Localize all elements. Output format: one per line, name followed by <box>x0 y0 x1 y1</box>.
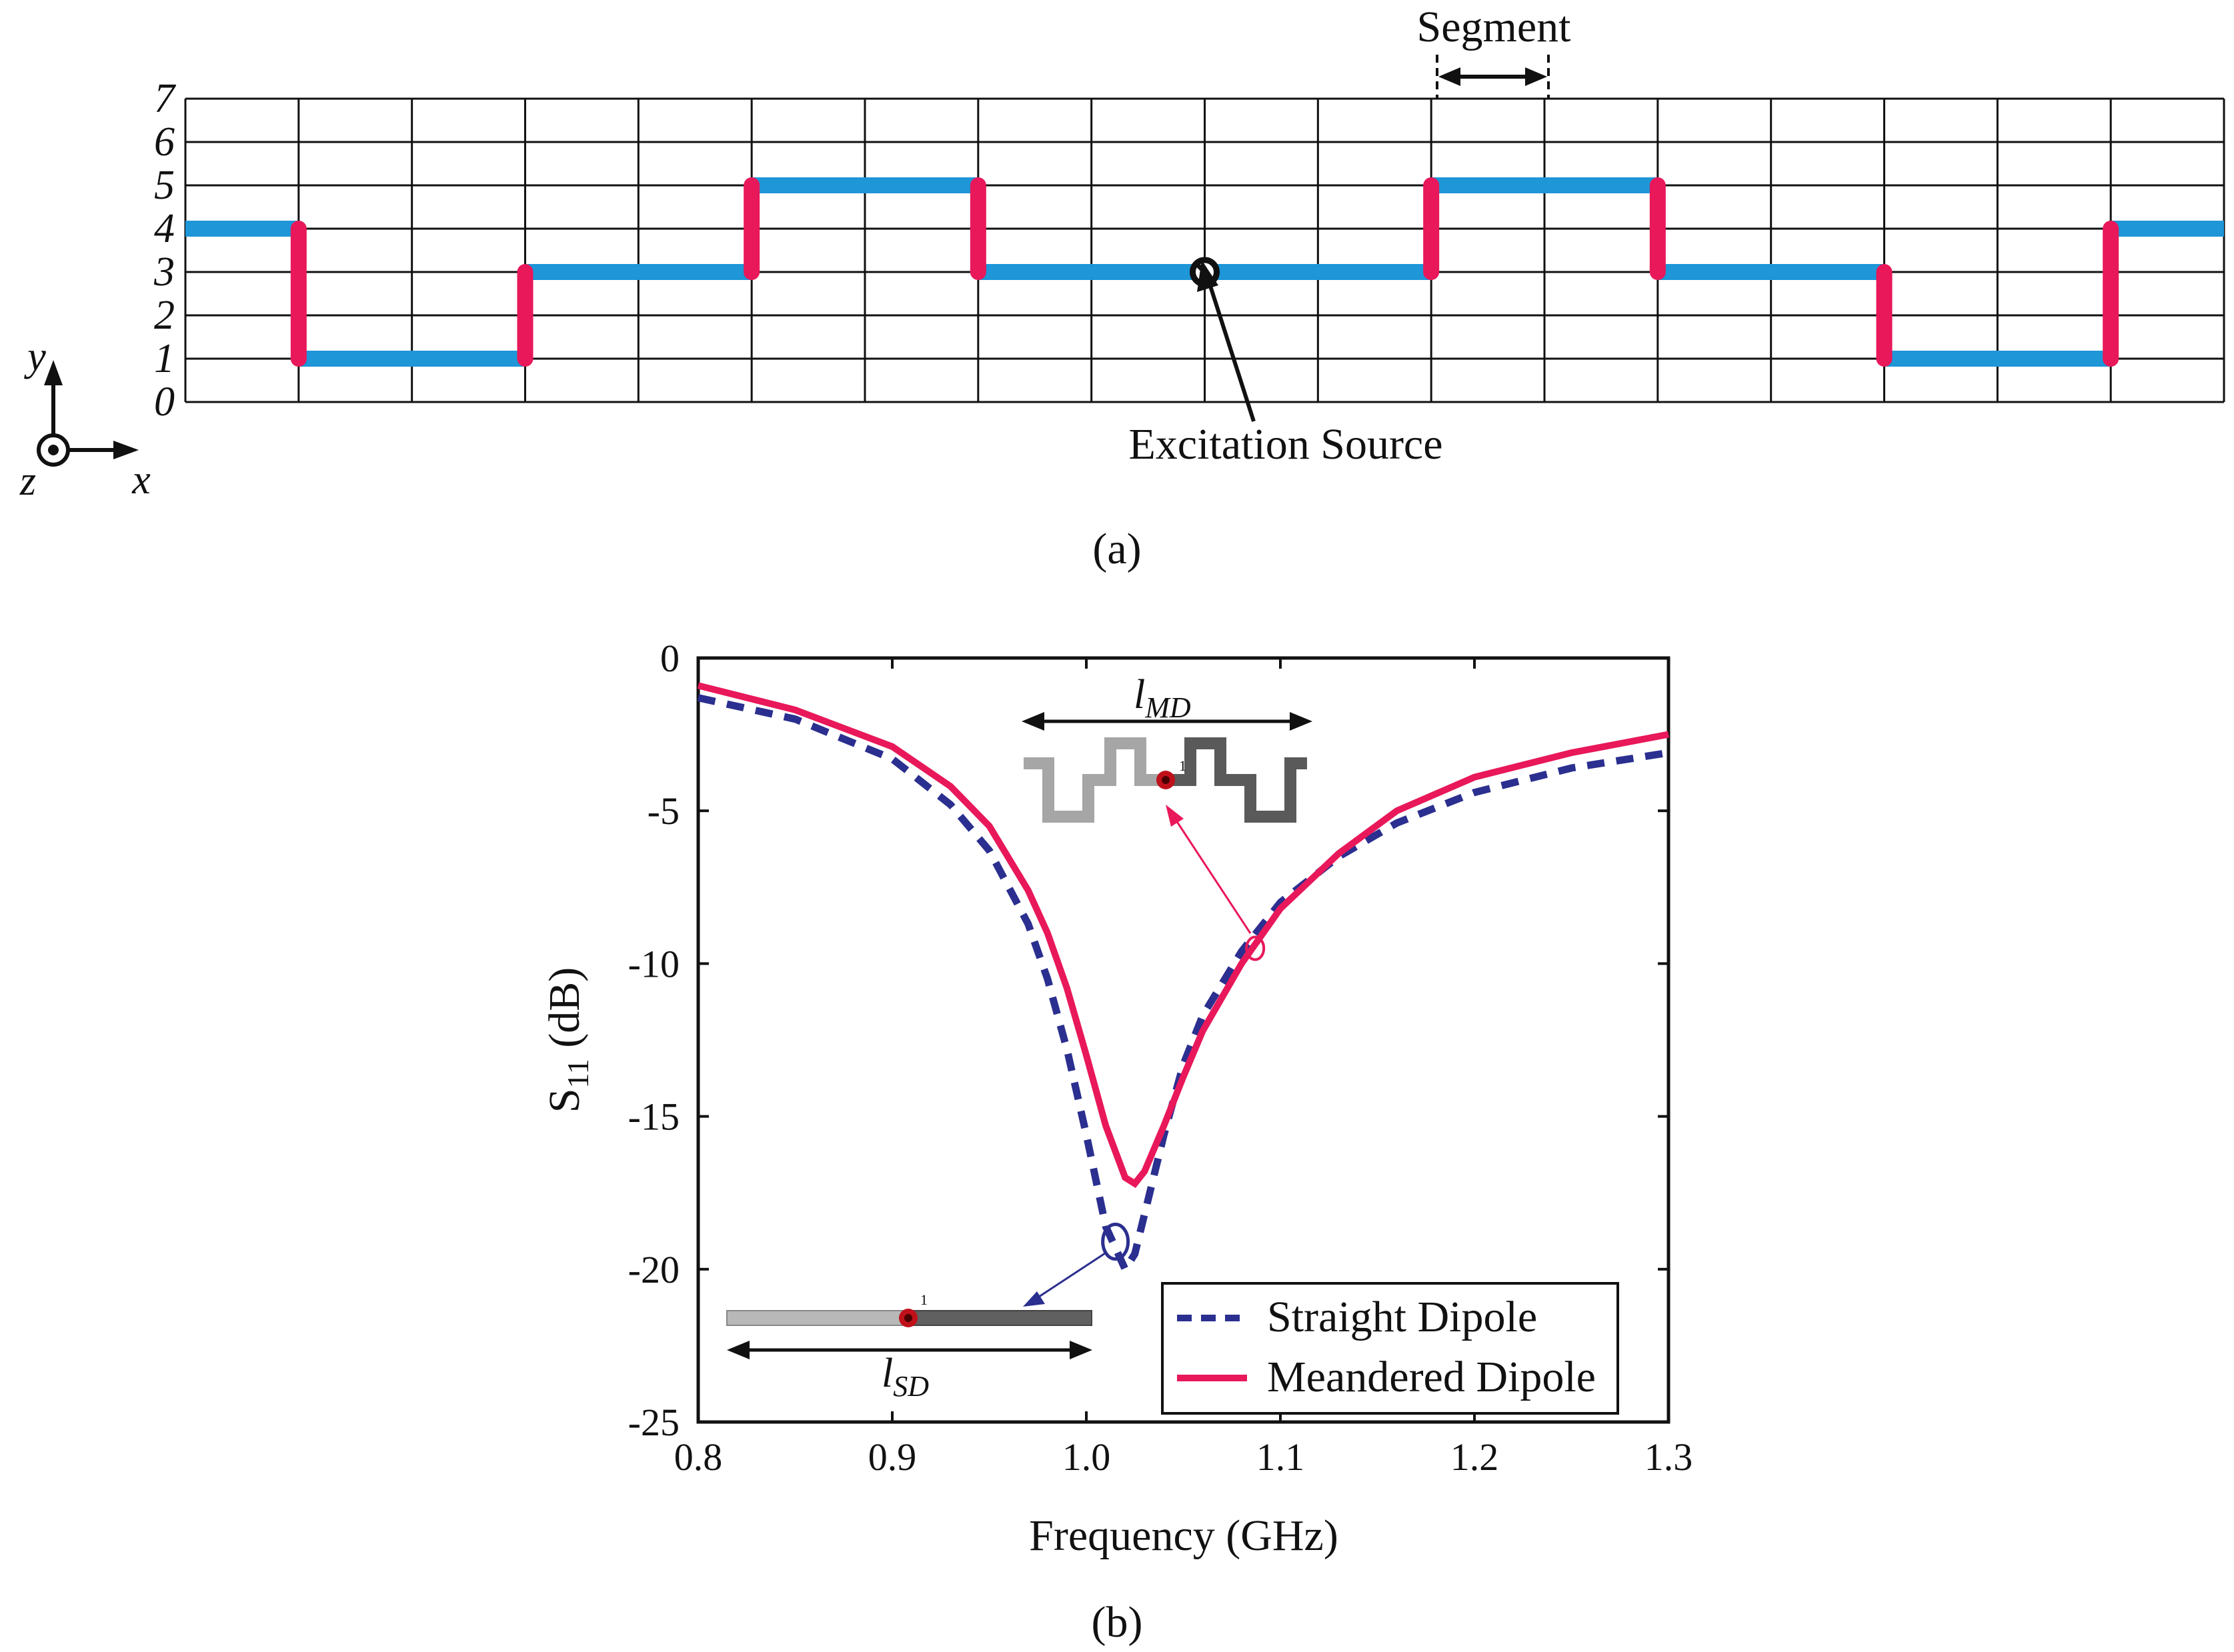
grid-y-tick-6: 6 <box>154 119 175 165</box>
grid-y-tick-7: 7 <box>154 76 177 121</box>
excitation-source-arrowhead <box>1197 260 1218 292</box>
y-axis-label: S11 (dB) <box>540 967 595 1113</box>
inset-md-l: l <box>1134 672 1145 717</box>
x-tick-label: 1.1 <box>1256 1435 1305 1479</box>
inset-md-port-number: 1 <box>1179 757 1186 774</box>
y-axis-label-unit: (dB) <box>540 967 589 1059</box>
annotation-arrowhead-meandered <box>1166 805 1184 827</box>
inset-sd-port-number: 1 <box>920 1291 928 1308</box>
annotation-arrow-meandered <box>1172 816 1252 934</box>
grid-y-tick-3: 3 <box>153 249 175 295</box>
y-tick-label: -10 <box>628 942 680 985</box>
axis-x-label: x <box>131 457 151 503</box>
annotation-marker-straight <box>1101 1223 1130 1261</box>
s11-chart: 0.8 0.9 1.0 1.1 1.2 1.3 0-5-10-15-20-25 1 lMD <box>540 637 1693 1647</box>
grid-y-tick-4: 4 <box>154 206 175 251</box>
series-straight-dipole <box>697 694 1669 1277</box>
inset-meandered-dipole <box>1022 712 1312 823</box>
legend-label-straight-dipole: Straight Dipole <box>1267 1293 1537 1341</box>
inset-straight-dipole <box>726 1309 1092 1359</box>
y-axis-label-sub: 11 <box>561 1059 595 1088</box>
annotation-arrow-straight <box>1034 1252 1106 1301</box>
segment-label: Segment <box>1417 3 1571 51</box>
caption-a: (a) <box>1092 525 1141 573</box>
y-axis-ticks: 0 -5 -10 -15 -20 -25 <box>628 637 1668 1444</box>
grid-y-tick-5: 5 <box>154 163 175 208</box>
grid-y-tick-1: 1 <box>154 336 175 381</box>
y-axis-label-main: S <box>540 1089 589 1113</box>
inset-sd-sub: SD <box>893 1370 929 1403</box>
series-meandered-dipole <box>697 682 1669 1189</box>
legend-box <box>1161 1282 1619 1415</box>
meander-diagram: 0 1 2 3 4 5 6 7 Excitation Source Segmen… <box>19 3 2225 573</box>
x-tick-label: 0.8 <box>674 1435 723 1479</box>
grid-y-tick-0: 0 <box>154 379 175 425</box>
series-group <box>697 682 1669 1277</box>
excitation-source-arrow <box>1207 281 1256 422</box>
grid-y-tick-2: 2 <box>154 293 175 338</box>
meander-line <box>185 177 2224 367</box>
inset-sd-length-label: lSD <box>882 1351 929 1403</box>
x-axis-label: Frequency (GHz) <box>1029 1511 1338 1560</box>
y-tick-label: -25 <box>628 1401 680 1444</box>
inset-md-length-label: lMD <box>1134 672 1191 724</box>
x-tick-label: 1.3 <box>1644 1435 1693 1479</box>
x-tick-label: 0.9 <box>868 1435 917 1479</box>
segment-arrowhead-right <box>1525 67 1547 86</box>
y-tick-label: 0 <box>660 637 680 680</box>
axis-z-label: z <box>19 459 36 504</box>
coordinate-axes-icon <box>37 360 139 467</box>
annotation-arrowhead-straight <box>1023 1291 1045 1307</box>
x-tick-label: 1.2 <box>1450 1435 1499 1479</box>
y-tick-label: -5 <box>648 789 680 833</box>
segment-arrowhead-left <box>1438 67 1460 86</box>
x-tick-label: 1.0 <box>1062 1435 1111 1479</box>
annotation-marker-meandered <box>1245 935 1266 961</box>
inset-sd-l: l <box>882 1351 893 1396</box>
legend-label-meandered-dipole: Meandered Dipole <box>1267 1353 1596 1401</box>
inset-md-sub: MD <box>1144 691 1191 724</box>
legend: Straight Dipole Meandered Dipole <box>1161 1282 1619 1415</box>
x-axis-ticks: 0.8 0.9 1.0 1.1 1.2 1.3 <box>674 658 1693 1479</box>
axis-y-label: y <box>23 334 46 379</box>
caption-b: (b) <box>1092 1598 1143 1647</box>
excitation-source-label: Excitation Source <box>1128 420 1442 469</box>
y-tick-label: -20 <box>628 1248 680 1291</box>
y-tick-label: -15 <box>628 1095 680 1139</box>
grid-y-ticks: 0 1 2 3 4 5 6 7 <box>153 76 177 425</box>
